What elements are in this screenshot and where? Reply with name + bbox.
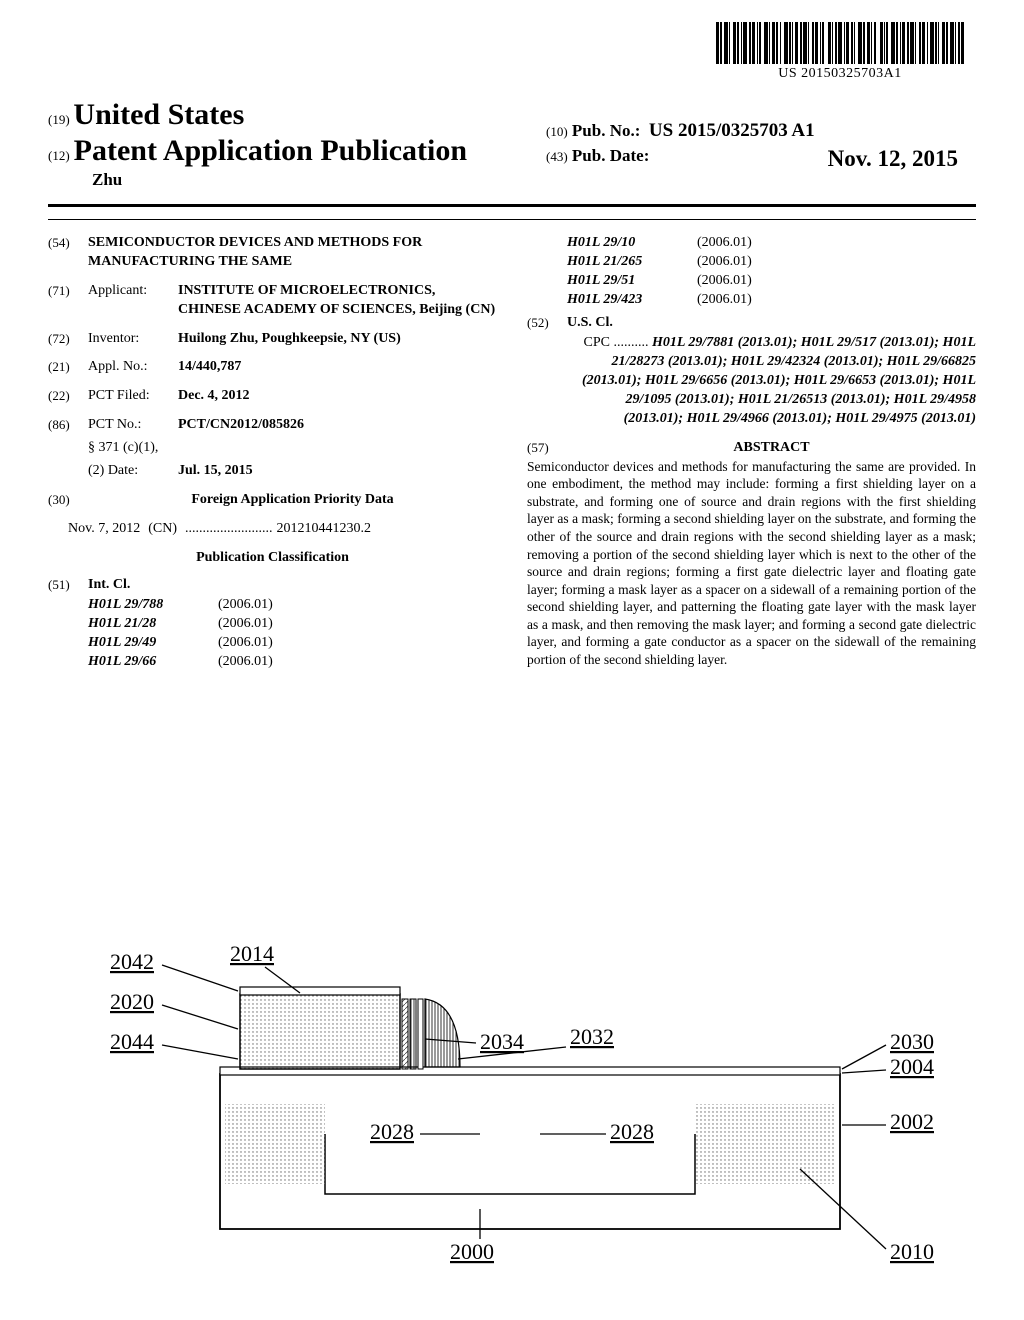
left-column: (54) SEMICONDUCTOR DEVICES AND METHODS F… <box>48 234 497 672</box>
field-54-num: (54) <box>48 234 88 272</box>
field-72-label: Inventor: <box>88 330 178 349</box>
field-21-num: (21) <box>48 358 88 377</box>
fig-label-2004: 2004 <box>890 1054 934 1079</box>
field-19-num: (19) <box>48 112 70 127</box>
abstract-text: Semiconductor devices and methods for ma… <box>527 458 976 669</box>
field-57-num: (57) <box>527 439 567 458</box>
intcl-row: H01L 21/28(2006.01) <box>88 615 497 634</box>
fig-label-2034: 2034 <box>480 1029 524 1054</box>
publication-type: Patent Application Publication <box>74 134 467 167</box>
fig-label-2028b: 2028 <box>610 1119 654 1144</box>
right-column: H01L 29/10(2006.01) H01L 21/265(2006.01)… <box>527 234 976 672</box>
patent-figure: 2042 2014 2020 2044 2034 2032 2030 2004 … <box>80 939 960 1284</box>
barcode-text: US 20150325703A1 <box>716 66 964 82</box>
pubdate-value: Nov. 12, 2015 <box>828 146 958 172</box>
appl-no: 14/440,787 <box>178 358 497 377</box>
invention-title: SEMICONDUCTOR DEVICES AND METHODS FOR MA… <box>88 234 497 272</box>
fig-label-2020: 2020 <box>110 989 154 1014</box>
fig-label-2002: 2002 <box>890 1109 934 1134</box>
pct-filed: Dec. 4, 2012 <box>178 387 497 406</box>
abstract-head: ABSTRACT <box>567 439 976 458</box>
date-371-label: (2) Date: <box>88 462 178 481</box>
field-10-num: (10) <box>546 124 568 139</box>
inventor: Huilong Zhu, Poughkeepsie, NY (US) <box>178 330 497 349</box>
field-52-num: (52) <box>527 314 567 333</box>
intcl-row: H01L 29/788(2006.01) <box>88 596 497 615</box>
field-21-label: Appl. No.: <box>88 358 178 377</box>
country: United States <box>73 98 244 131</box>
field-71-num: (71) <box>48 282 88 320</box>
date-371: Jul. 15, 2015 <box>178 462 497 481</box>
field-22-label: PCT Filed: <box>88 387 178 406</box>
pubdate-label: Pub. Date: <box>572 146 649 165</box>
priority-dots: ......................... <box>185 520 273 539</box>
foreign-priority-head: Foreign Application Priority Data <box>88 491 497 510</box>
fig-label-2032: 2032 <box>570 1024 614 1049</box>
author-surname: Zhu <box>92 170 976 190</box>
field-86-label: PCT No.: <box>88 416 178 435</box>
intcl-row: H01L 29/51(2006.01) <box>567 272 976 291</box>
priority-app-no: 201210441230.2 <box>276 520 371 539</box>
intcl-row: H01L 29/66(2006.01) <box>88 653 497 672</box>
barcode <box>716 22 964 64</box>
cpc-prefix: CPC .......... <box>583 335 648 350</box>
intcl-label: Int. Cl. <box>88 577 130 592</box>
rule-top <box>48 204 976 207</box>
field-72-num: (72) <box>48 330 88 349</box>
field-43-num: (43) <box>546 149 568 164</box>
biblio-columns: (54) SEMICONDUCTOR DEVICES AND METHODS F… <box>48 234 976 672</box>
rule-mid <box>48 219 976 220</box>
fig-label-2000: 2000 <box>450 1239 494 1264</box>
pct-no: PCT/CN2012/085826 <box>178 416 497 435</box>
intcl-row: H01L 29/49(2006.01) <box>88 634 497 653</box>
field-86-num: (86) <box>48 416 88 435</box>
right-header: (10) Pub. No.: US 2015/0325703 A1 (43) P… <box>546 120 976 172</box>
field-71-label: Applicant: <box>88 282 178 320</box>
field-30-num: (30) <box>48 491 88 510</box>
fig-label-2042: 2042 <box>110 949 154 974</box>
field-12-num: (12) <box>48 148 70 163</box>
applicant: INSTITUTE OF MICROELECTRONICS, CHINESE A… <box>178 282 497 320</box>
intcl-row: H01L 21/265(2006.01) <box>567 253 976 272</box>
fig-label-2014: 2014 <box>230 941 274 966</box>
fig-label-2028a: 2028 <box>370 1119 414 1144</box>
priority-date: Nov. 7, 2012 <box>68 520 140 539</box>
fig-label-2030: 2030 <box>890 1029 934 1054</box>
priority-country: (CN) <box>148 520 177 539</box>
uscl-label: U.S. Cl. <box>567 315 613 330</box>
field-22-num: (22) <box>48 387 88 406</box>
pubno-value: US 2015/0325703 A1 <box>649 120 815 141</box>
intcl-row: H01L 29/423(2006.01) <box>567 291 976 310</box>
barcode-block: US 20150325703A1 <box>716 22 964 82</box>
intcl-row: H01L 29/10(2006.01) <box>567 234 976 253</box>
field-51-num: (51) <box>48 576 88 595</box>
fig-label-2010: 2010 <box>890 1239 934 1264</box>
pubno-label: Pub. No.: <box>572 121 640 140</box>
sec-371: § 371 (c)(1), <box>88 439 497 458</box>
pub-classification-head: Publication Classification <box>48 549 497 568</box>
fig-label-2044: 2044 <box>110 1029 154 1054</box>
cpc-block: CPC .......... H01L 29/7881 (2013.01); H… <box>567 334 976 428</box>
